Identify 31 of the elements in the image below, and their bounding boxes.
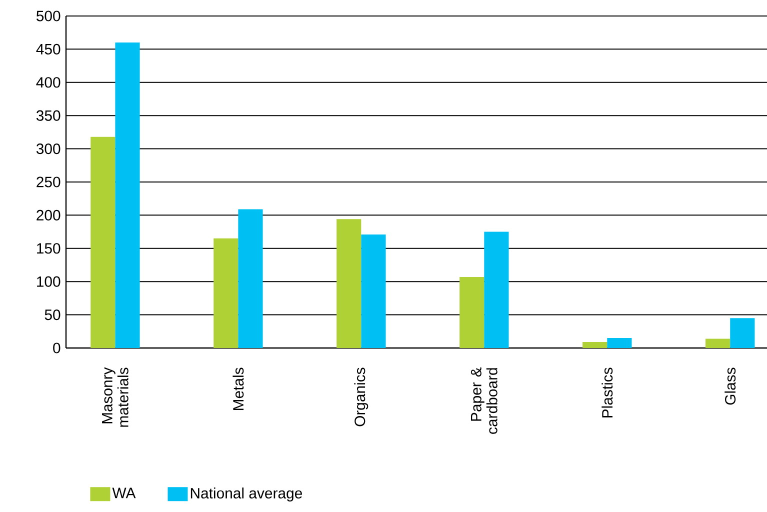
y-tick-label: 350	[36, 110, 60, 121]
legend-label: WA	[112, 488, 136, 498]
y-tick-label: 200	[36, 210, 60, 220]
x-tick-label: Masonry materials	[102, 367, 128, 427]
bar	[336, 219, 362, 348]
bar	[582, 342, 608, 348]
y-tick-label: 0	[53, 342, 60, 354]
y-tick-label: 100	[37, 276, 60, 287]
x-tick-label: Metals	[232, 368, 244, 410]
x-tick-label: Plastics	[602, 368, 613, 418]
bar	[607, 338, 632, 348]
x-tick-label: Glass	[724, 368, 736, 405]
bar	[90, 136, 116, 348]
y-tick-label: 450	[36, 44, 60, 54]
legend-label: National average	[190, 488, 302, 502]
bar	[361, 234, 386, 348]
x-tick-label: Paper & cardboard	[470, 367, 498, 434]
bar	[484, 232, 509, 348]
bar	[214, 238, 238, 348]
y-tick-label: 300	[36, 143, 60, 154]
bar	[730, 318, 755, 348]
y-tick-label: 500	[36, 10, 60, 22]
bar	[460, 276, 484, 348]
y-tick-label: 150	[37, 243, 60, 254]
y-tick-label: 250	[36, 176, 60, 188]
y-tick-label: 50	[44, 309, 60, 320]
bar	[706, 338, 730, 348]
bar	[238, 209, 263, 348]
bar	[115, 42, 140, 348]
x-tick-label: Organics	[354, 368, 368, 426]
y-tick-label: 400	[36, 77, 60, 88]
